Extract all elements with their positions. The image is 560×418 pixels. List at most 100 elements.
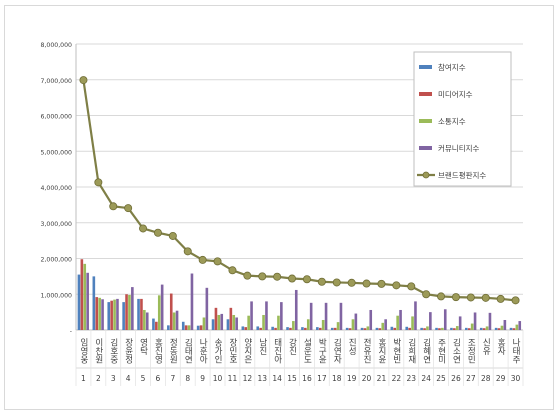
bar-커뮤니티지수 [265, 301, 268, 330]
x-category-label: 박구윤 [317, 337, 327, 363]
bar-소통지수 [426, 326, 429, 330]
bar-참여지수 [107, 302, 111, 330]
x-category-label: 박현빈 [391, 337, 401, 363]
bar-참여지수 [301, 327, 304, 330]
bar-소통지수 [396, 315, 399, 330]
line-point [496, 294, 505, 303]
bar-커뮤니티지수 [145, 312, 149, 330]
y-tick-label: 7,000,000 [41, 78, 73, 85]
bar-참여지수 [137, 298, 140, 330]
bar-미디어지수 [348, 328, 352, 330]
line-point [407, 282, 416, 291]
bar-미디어지수 [512, 328, 516, 330]
bar-미디어지수 [393, 327, 397, 330]
line-point [347, 278, 356, 287]
line-point [213, 257, 222, 266]
bar-소통지수 [321, 319, 325, 330]
bar-미디어지수 [274, 327, 277, 330]
bar-미디어지수 [363, 328, 367, 330]
x-category-label: 홍지윤 [376, 337, 386, 363]
line-point [124, 204, 133, 213]
bar-참여지수 [375, 327, 379, 330]
bar-소통지수 [306, 319, 310, 330]
bar-커뮤니티지수 [131, 287, 134, 330]
x-rank-label: 7 [170, 374, 175, 383]
legend-swatch [419, 65, 432, 69]
bar-커뮤니티지수 [458, 316, 462, 330]
chart-frame: - 1,000,000 2,000,000 3,000,000 4,000,000 5,0… [4, 5, 554, 410]
x-rank-label: 26 [451, 374, 461, 383]
line-point [109, 202, 118, 211]
line-point [392, 281, 401, 290]
bar-커뮤니티지수 [250, 301, 253, 330]
legend-swatch-marker [422, 171, 430, 179]
bar-소통지수 [98, 297, 101, 330]
bar-소통지수 [172, 312, 176, 330]
bar-미디어지수 [497, 328, 501, 330]
bar-소통지수 [366, 326, 370, 330]
bar-소통지수 [232, 314, 236, 330]
line-point [243, 271, 252, 280]
x-rank-label: 8 [185, 374, 190, 383]
x-category-label: 나태주 [511, 338, 521, 364]
x-rank-label: 20 [362, 374, 372, 383]
bar-참여지수 [479, 327, 483, 330]
bar-미디어지수 [259, 327, 262, 330]
y-tick-label: 3,000,000 [41, 221, 73, 228]
line-point [139, 224, 148, 233]
bar-미디어지수 [482, 328, 486, 330]
bar-소통지수 [411, 316, 414, 330]
bar-참여지수 [345, 327, 349, 330]
x-rank-label: 25 [436, 374, 446, 383]
bar-소통지수 [277, 315, 280, 330]
x-category-label: 남진 [257, 338, 267, 355]
bar-미디어지수 [169, 293, 173, 330]
bar-커뮤니티지수 [399, 309, 402, 330]
y-tick-label: 4,000,000 [41, 185, 73, 192]
x-category-label: 임영웅 [78, 337, 88, 363]
bar-커뮤니티지수 [414, 301, 417, 330]
bar-미디어지수 [333, 327, 337, 330]
bar-커뮤니티지수 [339, 302, 343, 330]
x-rank-label: 18 [332, 374, 342, 383]
legend-label: 참여지수 [438, 62, 466, 72]
x-rank-label: 12 [243, 374, 253, 383]
bar-미디어지수 [289, 327, 292, 330]
x-rank-label: 30 [511, 374, 521, 383]
x-rank-label: 21 [377, 374, 387, 383]
bar-참여지수 [241, 326, 245, 330]
bar-미디어지수 [423, 328, 426, 330]
bar-참여지수 [271, 326, 274, 330]
bar-참여지수 [211, 319, 215, 330]
bar-소통지수 [292, 321, 295, 330]
bar-미디어지수 [125, 294, 128, 330]
x-category-label: 이찬원 [93, 337, 103, 363]
bar-미디어지수 [95, 297, 99, 330]
bar-소통지수 [157, 295, 161, 330]
legend-swatch [419, 146, 432, 150]
bar-미디어지수 [318, 327, 322, 330]
bar-미디어지수 [467, 328, 471, 330]
x-category-label: 강진 [287, 337, 297, 355]
x-rank-label: 3 [111, 374, 116, 383]
x-category-label: 태진아 [272, 338, 282, 364]
x-category-label: 설운도 [302, 337, 312, 363]
x-rank-label: 28 [481, 374, 491, 383]
bar-참여지수 [390, 326, 394, 330]
legend-label: 소통지수 [438, 117, 466, 126]
line-point [511, 296, 520, 305]
x-category-label: 장민호 [227, 337, 237, 363]
x-category-label: 김희재 [406, 337, 416, 364]
x-rank-label: 10 [213, 374, 223, 383]
bar-커뮤니티지수 [488, 312, 492, 330]
bar-미디어지수 [214, 307, 218, 330]
line-point [198, 255, 207, 264]
bar-참여지수 [181, 321, 185, 330]
bar-소통지수 [143, 309, 146, 330]
bar-커뮤니티지수 [101, 299, 104, 330]
bar-커뮤니티지수 [473, 312, 477, 330]
bar-참여지수 [450, 327, 453, 330]
line-point [288, 274, 297, 283]
x-rank-label: 1 [81, 374, 86, 383]
x-rank-label: 22 [392, 374, 402, 383]
